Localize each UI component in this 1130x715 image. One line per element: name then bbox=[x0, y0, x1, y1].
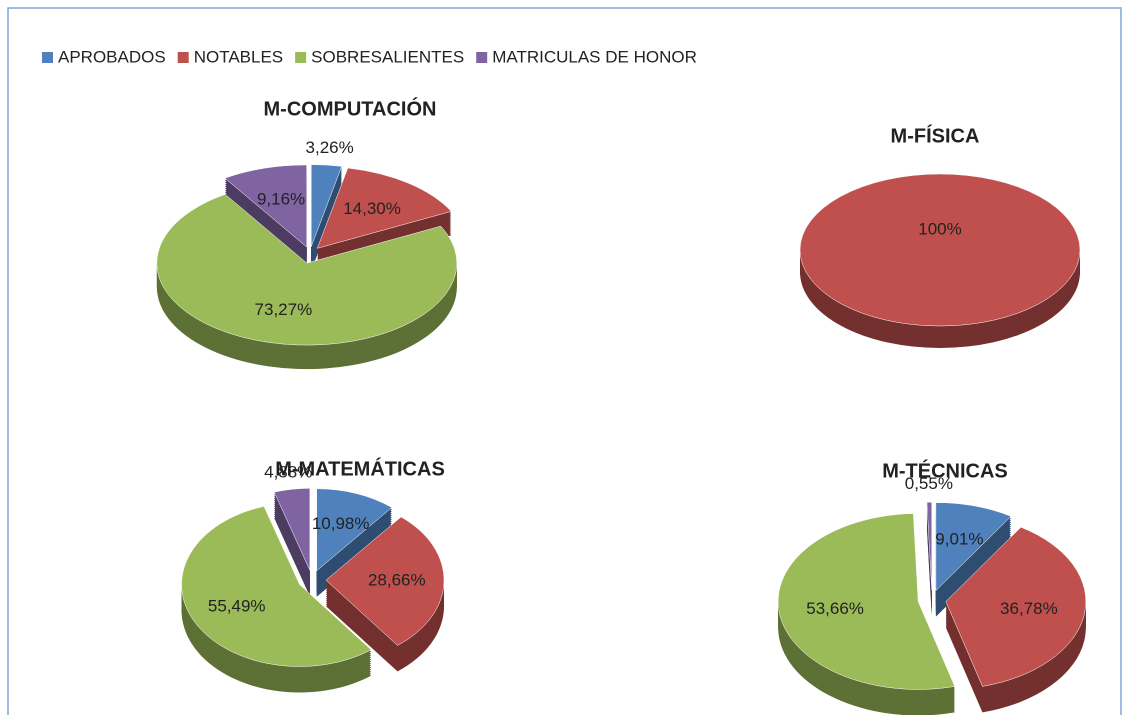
chart-title: M-MATEMÁTICAS bbox=[275, 457, 445, 480]
pie-slice bbox=[316, 488, 393, 572]
pie-slice bbox=[777, 513, 956, 690]
pie-slice bbox=[181, 506, 372, 667]
legend-label: APROBADOS bbox=[58, 47, 166, 66]
data-label: 73,27% bbox=[255, 300, 313, 319]
data-label: 53,66% bbox=[806, 599, 864, 618]
data-label: 9,16% bbox=[257, 189, 305, 208]
pie-slice bbox=[935, 502, 1012, 592]
legend-label: NOTABLES bbox=[194, 47, 283, 66]
pie-slice bbox=[156, 194, 458, 346]
data-label: 36,78% bbox=[1000, 599, 1058, 618]
data-label: 4,88% bbox=[264, 463, 312, 482]
data-label: 55,49% bbox=[208, 597, 266, 616]
legend-label: MATRICULAS DE HONOR bbox=[492, 47, 697, 66]
chart-title: M-COMPUTACIÓN bbox=[264, 96, 437, 120]
data-label: 9,01% bbox=[935, 529, 983, 548]
data-label: 0,55% bbox=[905, 474, 953, 493]
legend-swatch bbox=[42, 52, 53, 63]
chart-title: M-TÉCNICAS bbox=[882, 459, 1008, 482]
data-label: 3,26% bbox=[306, 138, 354, 157]
legend-swatch bbox=[177, 52, 189, 63]
pie-slice bbox=[224, 164, 307, 248]
data-label: 10,98% bbox=[312, 514, 370, 533]
pie-slice bbox=[926, 501, 933, 591]
legend-label: SOBRESALIENTES bbox=[311, 47, 464, 66]
pie-slice bbox=[799, 173, 1081, 327]
pie-slice bbox=[310, 164, 343, 247]
legend-swatch bbox=[476, 52, 488, 63]
pie-slice bbox=[945, 526, 1087, 687]
pie-slice bbox=[325, 516, 445, 646]
chart-title: M-FÍSICA bbox=[891, 124, 980, 147]
pie-slice bbox=[273, 488, 311, 571]
data-label: 28,66% bbox=[368, 571, 426, 590]
pie-slice bbox=[316, 167, 452, 249]
data-label: 14,30% bbox=[343, 199, 401, 218]
legend-swatch bbox=[295, 52, 307, 63]
data-label: 100% bbox=[918, 219, 961, 238]
